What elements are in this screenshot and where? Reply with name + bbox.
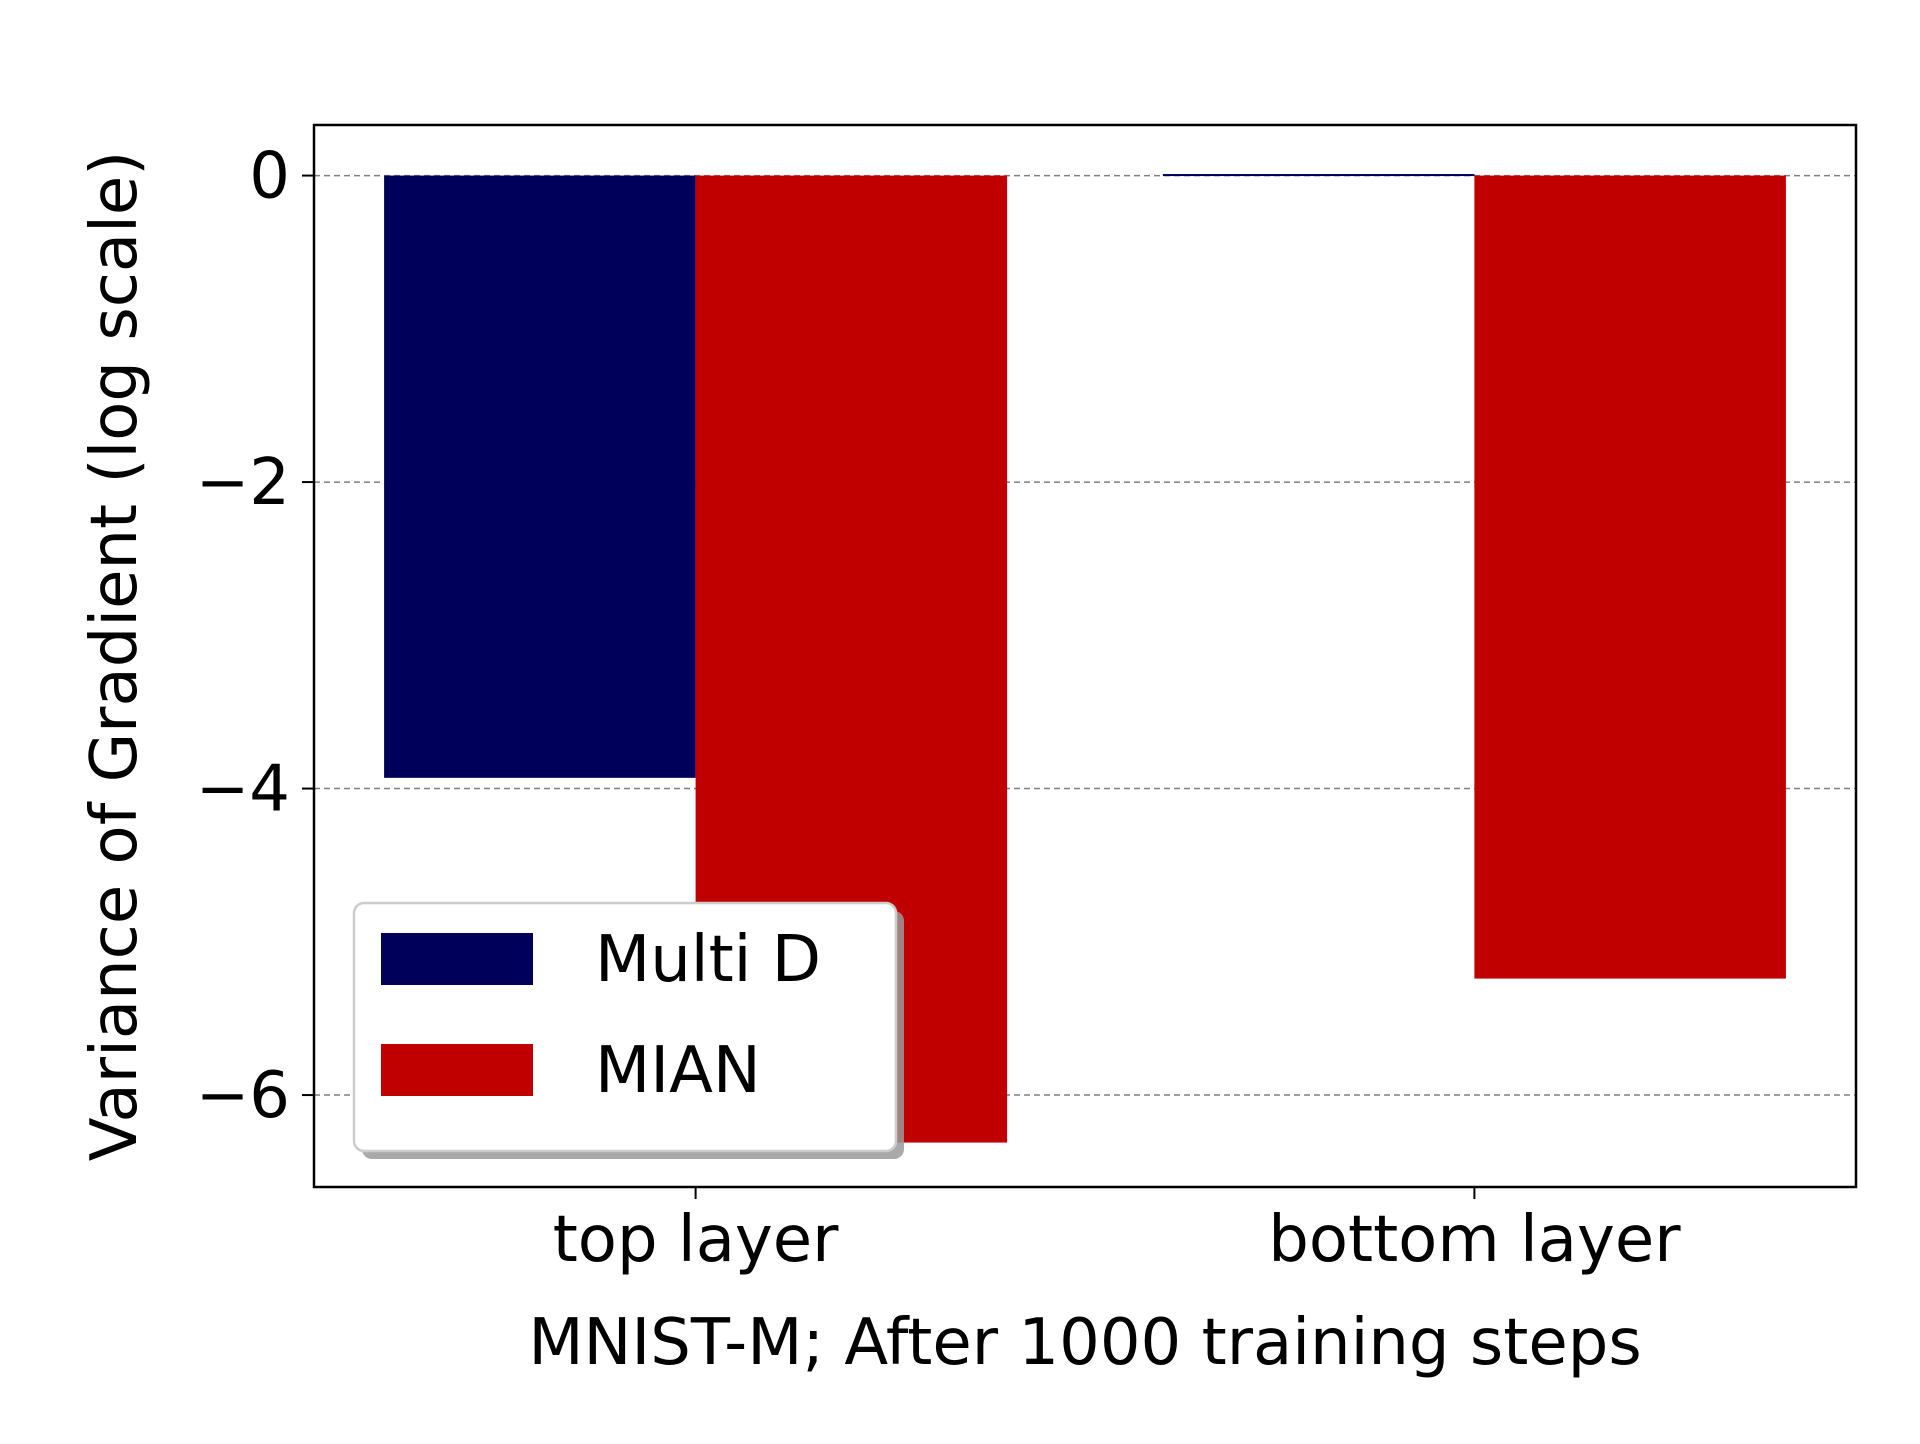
legend-swatch (381, 933, 533, 985)
y-tick-label: −4 (196, 753, 290, 827)
bar-mian-bottom-layer (1474, 175, 1786, 979)
legend: Multi D MIAN (352, 901, 904, 1159)
legend-swatch (381, 1044, 533, 1096)
x-tick-label: top layer (553, 1203, 839, 1277)
plot-frame (312, 123, 1858, 1189)
legend-entries: Multi D MIAN (381, 923, 821, 1108)
bar-multi-d-bottom-layer (1162, 174, 1475, 177)
y-tick-label: −2 (196, 446, 290, 520)
x-tick-label: bottom layer (1268, 1203, 1681, 1277)
legend-label: Multi D (595, 923, 821, 997)
bars-layer (384, 174, 1786, 1143)
x-axis-label: MNIST-M; After 1000 training steps (528, 1306, 1641, 1380)
y-axis-label: Variance of Gradient (log scale) (78, 151, 152, 1162)
y-axis: 0 −2 −4 −6 (196, 140, 314, 1133)
bar-multi-d-top-layer (384, 175, 696, 778)
legend-label: MIAN (595, 1034, 761, 1108)
x-axis: top layer bottom layer (553, 1187, 1681, 1277)
y-tick-label: −6 (196, 1059, 290, 1133)
y-tick-label: 0 (249, 140, 290, 214)
